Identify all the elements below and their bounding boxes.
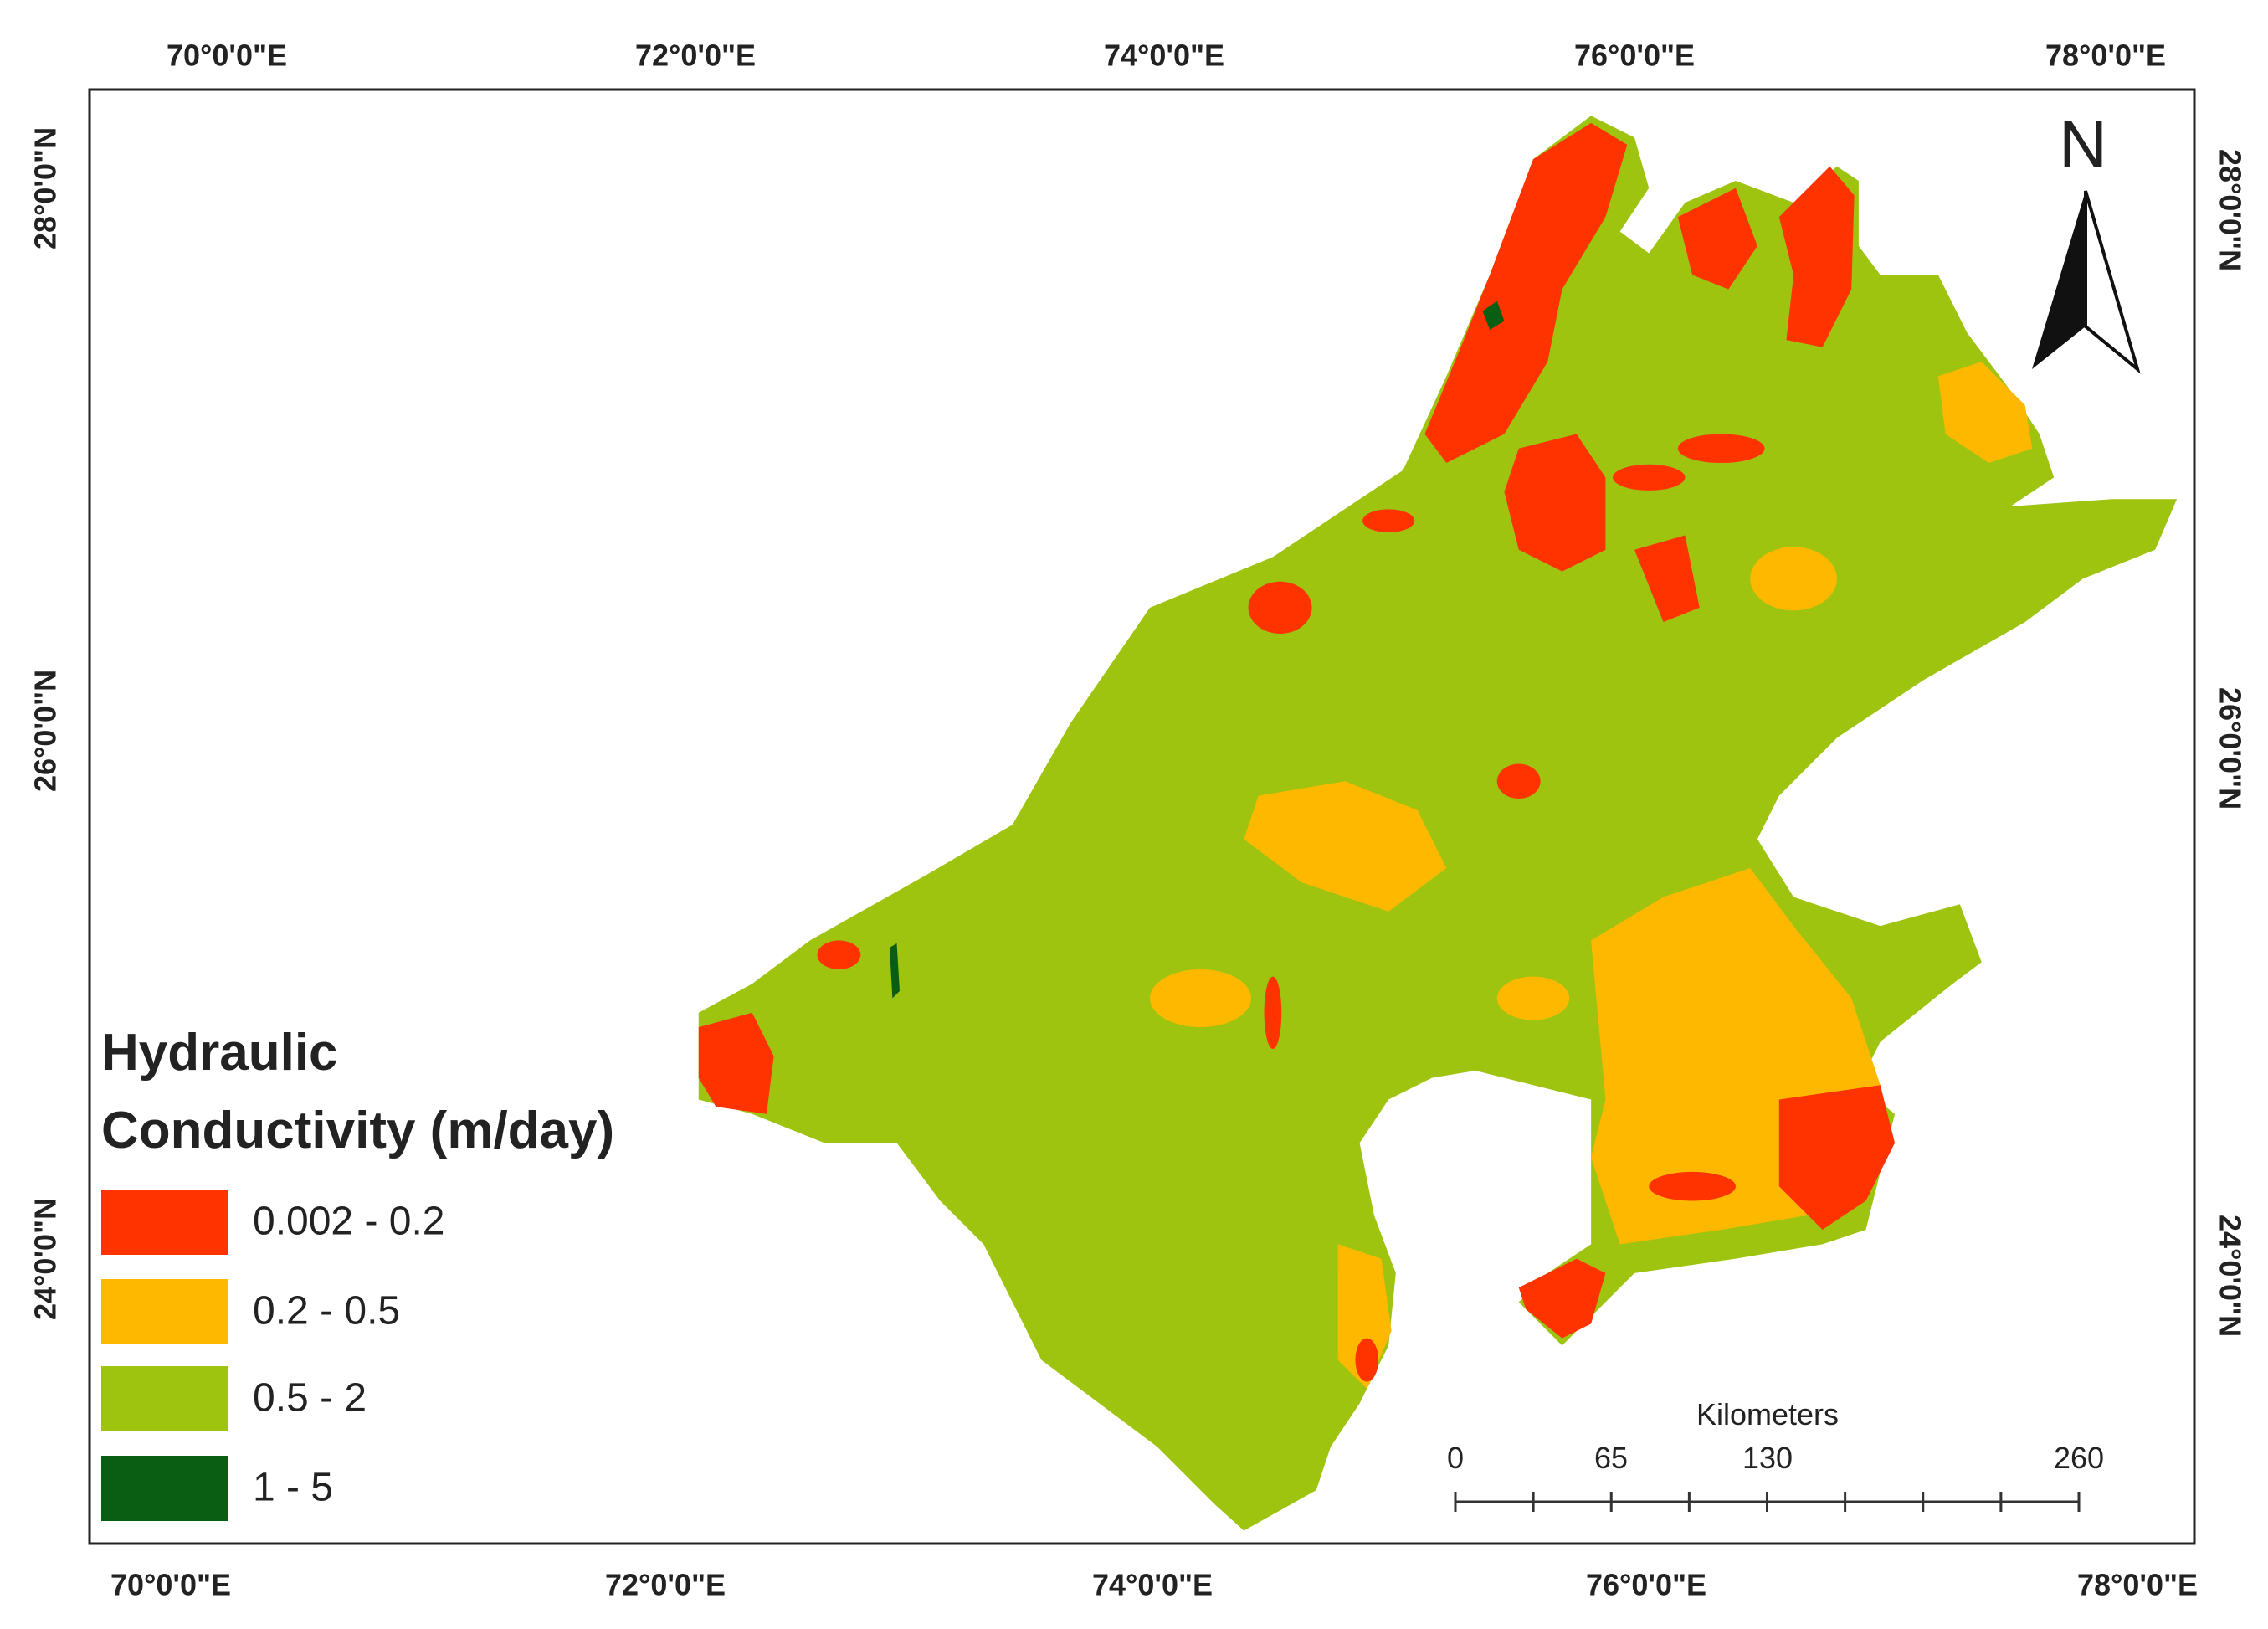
lon-label: 70°0'0"E [110,1568,231,1602]
lon-label: 70°0'0"E [167,39,287,73]
legend-swatch [101,1279,228,1344]
lat-label: 28°0'0"N [28,127,63,249]
lon-label: 76°0'0"E [1574,39,1695,73]
legend-title: Hydraulic [101,1024,338,1082]
legend-swatch [101,1456,228,1521]
lat-label: 26°0'0"N [28,670,63,792]
lat-label: 24°0'0"N [2213,1215,2247,1337]
lon-label: 74°0'0"E [1092,1568,1213,1602]
lon-label: 76°0'0"E [1586,1568,1706,1602]
legend-swatch [101,1190,228,1255]
scale-label: 260 [2054,1441,2104,1475]
zone-darkgreen [1482,301,1505,331]
lat-label: 26°0'0"N [2213,687,2247,809]
zone-orange [1149,362,2033,1390]
region [698,116,2178,1531]
scale-bar: Kilometers 0 65 130 260 [1447,1397,2104,1512]
lon-label: 78°0'0"E [2077,1568,2198,1602]
lon-label: 74°0'0"E [1104,39,1224,73]
lon-label: 72°0'0"E [635,39,756,73]
lon-label: 72°0'0"E [605,1568,726,1602]
scale-label: 130 [1742,1441,1793,1475]
arrow-right [2084,190,2141,374]
legend-swatch [101,1366,228,1431]
lon-label: 78°0'0"E [2045,39,2166,73]
legend: Hydraulic Conductivity (m/day) 0.002 - 0… [101,1024,614,1521]
arrow-left [2032,191,2086,369]
lat-label: 24°0'0"N [28,1198,63,1320]
legend-label: 1 - 5 [253,1466,333,1510]
legend-title: Conductivity (m/day) [101,1102,614,1159]
north-label: N [2059,107,2107,182]
scale-label: 0 [1447,1441,1464,1475]
legend-label: 0.5 - 2 [253,1376,367,1421]
scale-label: 65 [1594,1441,1628,1475]
north-arrow: N [2032,107,2141,374]
lat-label: 28°0'0"N [2213,149,2247,271]
legend-label: 0.002 - 0.2 [253,1200,445,1244]
zone-red [698,122,1896,1382]
scale-unit: Kilometers [1696,1397,1839,1431]
legend-label: 0.2 - 0.5 [253,1289,400,1334]
zone-darkgreen [889,943,901,999]
